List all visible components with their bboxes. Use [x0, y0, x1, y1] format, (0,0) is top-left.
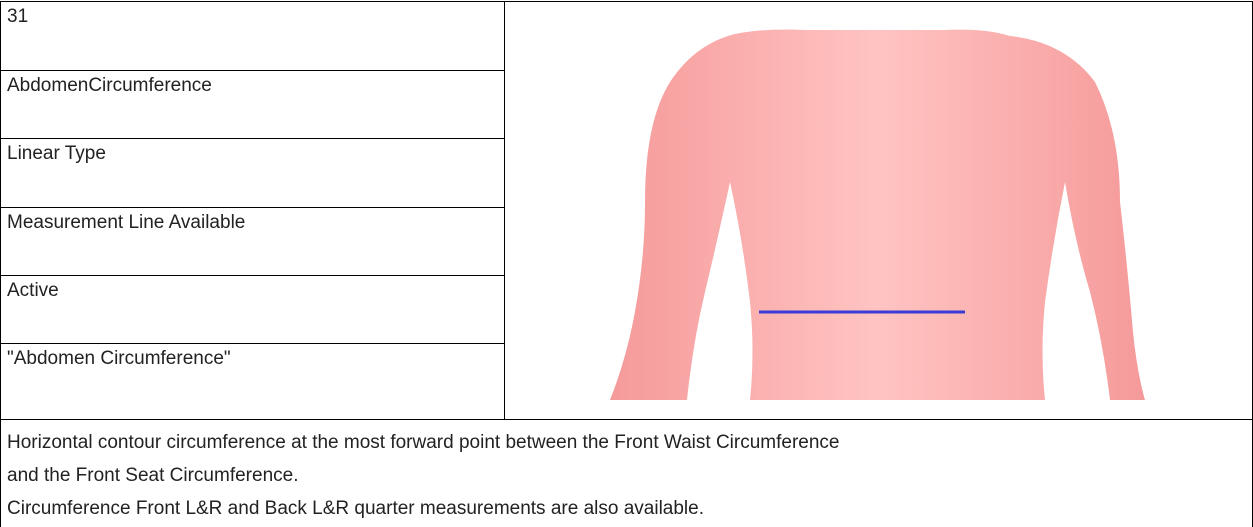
- property-text: Active: [7, 280, 59, 302]
- property-cell: Measurement Line Available: [0, 207, 505, 276]
- property-text: AbdomenCircumference: [7, 75, 212, 97]
- description-line: Circumference Front L&R and Back L&R qua…: [7, 492, 1246, 525]
- description-cell: Horizontal contour circumference at the …: [0, 419, 1253, 527]
- property-cell: Active: [0, 275, 505, 344]
- body-figure: [505, 2, 1252, 419]
- property-text: Measurement Line Available: [7, 212, 245, 234]
- property-cell: "Abdomen Circumference": [0, 343, 505, 420]
- description-line: Horizontal contour circumference at the …: [7, 426, 1246, 459]
- description-line: and the Front Seat Circumference.: [7, 459, 1246, 492]
- page: 31 AbdomenCircumference Linear Type Measure…: [0, 0, 1253, 527]
- property-cell: AbdomenCircumference: [0, 70, 505, 139]
- property-cell: Linear Type: [0, 138, 505, 208]
- property-text: Linear Type: [7, 143, 106, 165]
- property-text: 31: [7, 6, 28, 28]
- figure-cell: [504, 1, 1253, 420]
- torso: [610, 30, 1145, 401]
- property-cell: 31: [0, 1, 505, 71]
- property-text: "Abdomen Circumference": [7, 348, 231, 370]
